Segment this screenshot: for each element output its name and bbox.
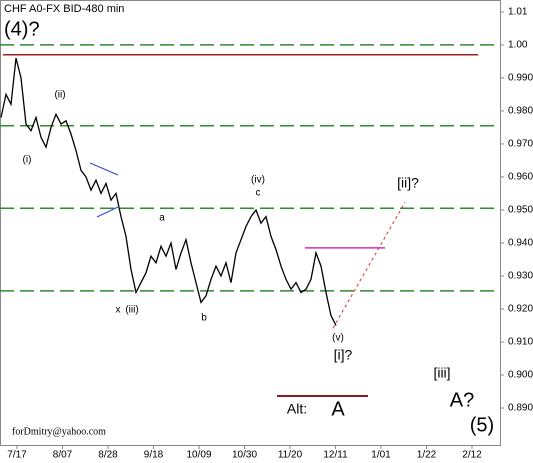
y-tick-label: 0.910 [508,337,533,348]
wave-label: c [256,188,261,199]
y-tick-label: 0.990 [508,73,533,84]
y-tick-label: 0.970 [508,139,533,150]
plot-frame [0,0,501,446]
wave-label: [ii]? [397,175,419,191]
trend-line [89,162,119,176]
x-tick-label: 11/20 [278,450,303,461]
y-tick-label: 0.920 [508,304,533,315]
x-tick-label: 9/18 [144,450,164,461]
y-tick-label: 0.900 [508,370,533,381]
y-tick-label: 0.980 [508,106,533,117]
wave-label: (ii) [54,90,65,101]
wave-label: (4)? [4,18,40,40]
wave-label: (iii) [125,305,138,316]
trend-line [96,206,119,218]
y-tick-label: 0.940 [508,238,533,249]
y-tick-label: 0.960 [508,172,533,183]
x-tick-label: 10/09 [186,450,211,461]
x-tick-label: 1/01 [371,450,391,461]
footer: forDmitry@yahoo.com [12,426,106,437]
y-tick-label: 1.00 [508,40,528,51]
y-tick-label: 0.890 [508,403,533,414]
wave-label: [i]? [334,347,353,363]
x-tick-label: 10/30 [232,450,257,461]
y-tick-label: 1.01 [508,7,528,18]
wave-label: [iii] [433,365,450,381]
wave-label: x [116,305,121,316]
x-tick-label: 7/17 [7,450,27,461]
x-tick-label: 1/22 [417,450,437,461]
wave-label: Alt: [287,401,307,417]
x-tick-label: 12/11 [323,450,348,461]
price-line [0,57,337,326]
x-tick-label: 8/07 [53,450,73,461]
projection-line [332,202,406,329]
x-tick-label: 2/12 [462,450,482,461]
y-tick-label: 0.950 [508,205,533,216]
wave-label: a [159,213,165,224]
y-tick-label: 0.930 [508,271,533,282]
wave-label: (i) [23,155,32,166]
wave-label: b [201,313,207,324]
chart-title: CHF A0-FX BID-480 min [4,3,124,15]
wave-label: (iv) [251,175,265,186]
x-tick-label: 8/28 [98,450,118,461]
wave-label: (v) [332,333,344,344]
wave-label: A? [450,389,474,411]
wave-label: (5) [470,414,494,436]
wave-label: A [331,398,345,420]
